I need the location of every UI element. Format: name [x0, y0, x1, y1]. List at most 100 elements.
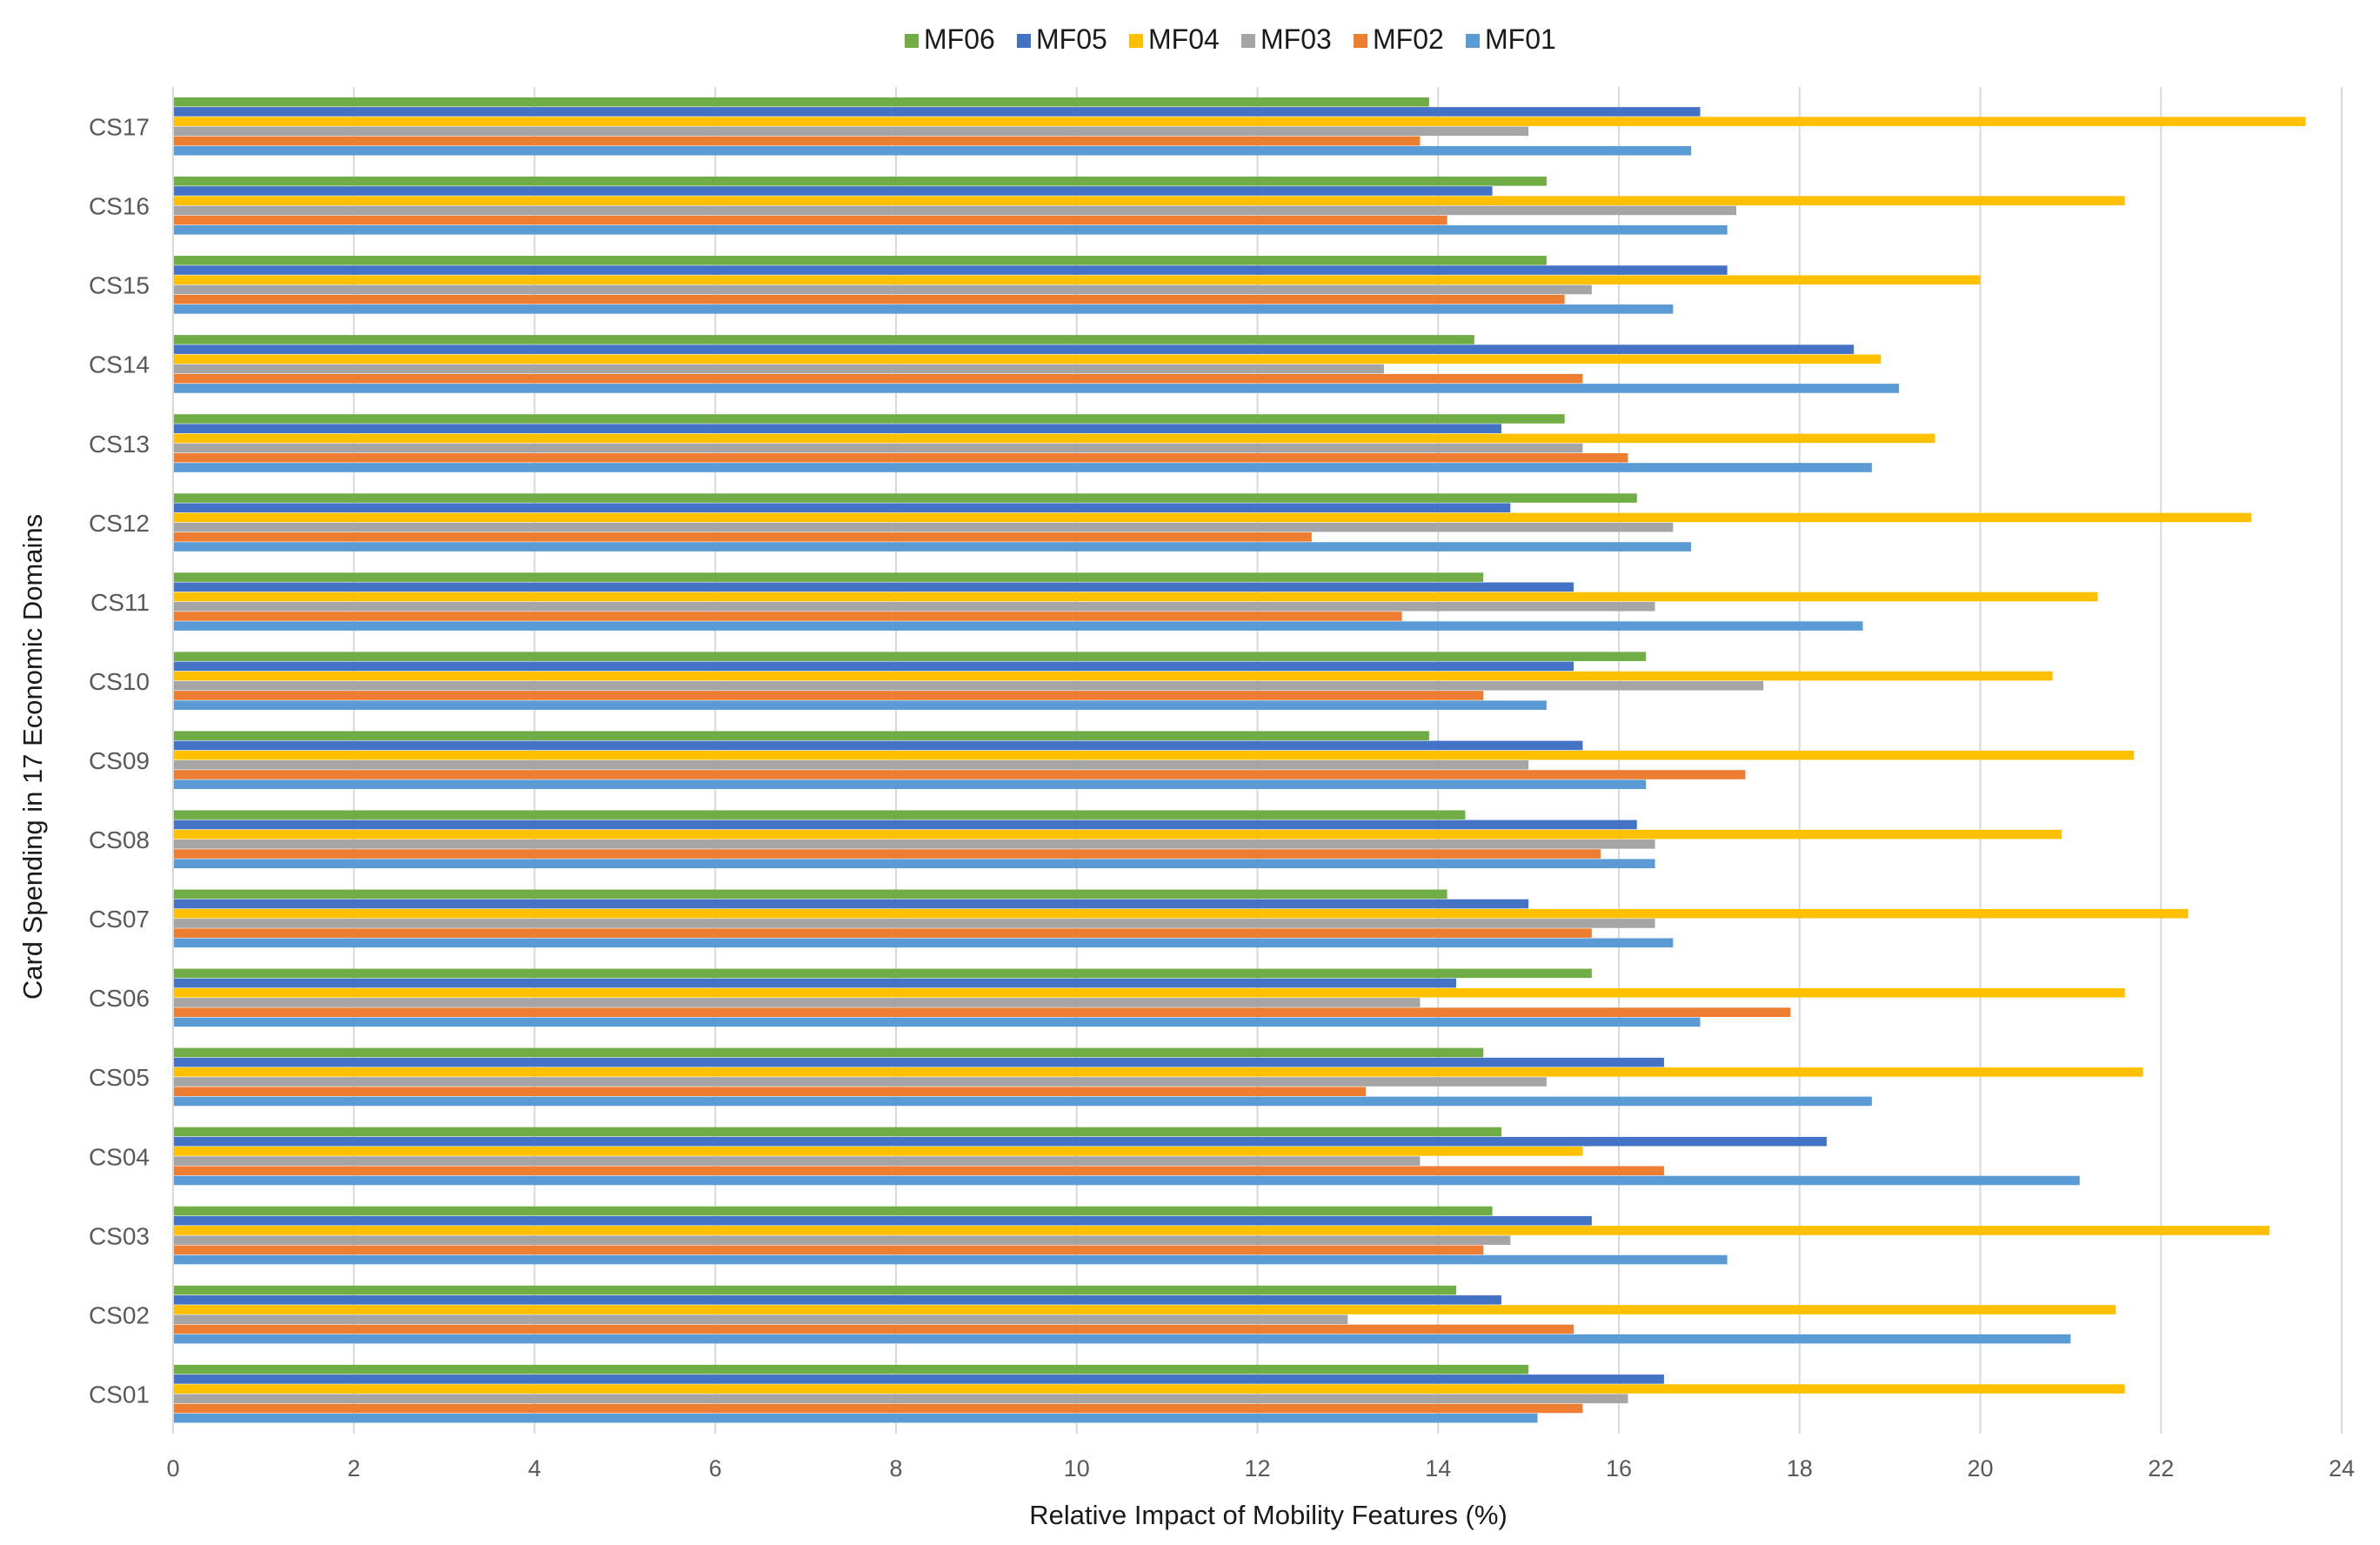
bar-mf06-cs05 — [173, 1047, 1484, 1058]
bar-mf01-cs16 — [173, 224, 1728, 235]
bar-mf06-cs03 — [173, 1206, 1493, 1216]
bar-mf01-cs06 — [173, 1017, 1701, 1027]
bar-mf06-cs12 — [173, 493, 1637, 503]
bar-mf04-cs15 — [173, 275, 1981, 285]
legend-label-mf01: MF01 — [1485, 23, 1556, 55]
bar-mf04-cs11 — [173, 592, 2098, 602]
x-tick-label: 2 — [347, 1455, 360, 1481]
x-tick-label: 0 — [166, 1455, 179, 1481]
bar-mf02-cs06 — [173, 1007, 1791, 1017]
bar-mf01-cs13 — [173, 463, 1872, 472]
y-tick-label: CS08 — [89, 826, 150, 853]
bar-mf03-cs15 — [173, 284, 1592, 295]
bar-mf04-cs05 — [173, 1067, 2143, 1077]
bar-mf04-cs10 — [173, 671, 2053, 681]
bar-mf04-cs12 — [173, 512, 2252, 523]
y-tick-label: CS13 — [89, 431, 150, 458]
bar-mf01-cs01 — [173, 1413, 1538, 1423]
legend-swatch-mf06 — [905, 34, 919, 48]
y-tick-label: CS12 — [89, 510, 150, 537]
bar-mf06-cs13 — [173, 414, 1565, 424]
bar-mf05-cs14 — [173, 344, 1855, 354]
bar-mf02-cs09 — [173, 770, 1746, 779]
bar-mf02-cs01 — [173, 1403, 1583, 1414]
bar-mf03-cs02 — [173, 1314, 1348, 1325]
bar-mf06-cs04 — [173, 1127, 1501, 1137]
bar-mf01-cs03 — [173, 1254, 1728, 1265]
y-tick-label: CS04 — [89, 1143, 150, 1170]
x-tick-label: 4 — [528, 1455, 541, 1481]
bar-mf06-cs08 — [173, 810, 1466, 820]
bar-mf04-cs03 — [173, 1226, 2270, 1235]
bar-mf04-cs01 — [173, 1384, 2125, 1394]
bar-mf03-cs08 — [173, 839, 1655, 849]
y-tick-label: CS11 — [90, 589, 150, 616]
bar-mf02-cs08 — [173, 849, 1601, 859]
bar-mf02-cs04 — [173, 1166, 1664, 1176]
bar-mf05-cs07 — [173, 899, 1529, 909]
bar-mf05-cs17 — [173, 107, 1701, 117]
bar-mf02-cs15 — [173, 294, 1565, 304]
legend-label-mf03: MF03 — [1260, 23, 1332, 55]
bar-mf05-cs09 — [173, 740, 1583, 751]
bar-mf02-cs03 — [173, 1245, 1484, 1255]
chart-bars — [173, 97, 2306, 1423]
bar-mf05-cs06 — [173, 978, 1457, 988]
x-tick-label: 18 — [1787, 1455, 1813, 1481]
bar-mf06-cs07 — [173, 889, 1447, 900]
legend-swatch-mf04 — [1129, 34, 1143, 48]
y-axis-title: Card Spending in 17 Economic Domains — [17, 514, 48, 1000]
x-tick-label: 22 — [2148, 1455, 2174, 1481]
bar-mf04-cs09 — [173, 750, 2135, 760]
legend-swatch-mf02 — [1354, 34, 1367, 48]
bar-mf03-cs10 — [173, 680, 1764, 691]
bar-mf05-cs12 — [173, 503, 1511, 513]
y-axis: CS01 CS02 CS03 CS04 CS05 CS06 CS07 CS08 CS09 CS10… — [89, 87, 174, 1434]
bar-mf01-cs02 — [173, 1334, 2071, 1344]
y-tick-label: CS07 — [89, 906, 150, 933]
bar-mf06-cs15 — [173, 256, 1547, 265]
bar-mf03-cs09 — [173, 760, 1529, 770]
bar-mf02-cs16 — [173, 215, 1447, 225]
bar-mf05-cs02 — [173, 1295, 1501, 1305]
y-tick-label: CS10 — [89, 668, 150, 695]
y-tick-label: CS05 — [89, 1064, 150, 1091]
bar-mf04-cs16 — [173, 196, 2125, 205]
bar-mf05-cs11 — [173, 582, 1574, 592]
bar-mf03-cs03 — [173, 1235, 1511, 1245]
bar-mf01-cs10 — [173, 700, 1547, 710]
bar-mf03-cs12 — [173, 522, 1674, 532]
bar-mf01-cs17 — [173, 145, 1692, 156]
bar-mf01-cs12 — [173, 542, 1692, 552]
x-tick-label: 6 — [709, 1455, 722, 1481]
bar-mf02-cs13 — [173, 452, 1628, 463]
bar-mf01-cs08 — [173, 859, 1655, 869]
y-tick-label: CS06 — [89, 985, 150, 1012]
bar-mf01-cs11 — [173, 621, 1863, 631]
bar-mf03-cs01 — [173, 1394, 1628, 1404]
bar-mf03-cs11 — [173, 601, 1655, 612]
y-tick-label: CS14 — [89, 351, 150, 378]
bar-mf04-cs14 — [173, 354, 1882, 365]
bar-mf05-cs08 — [173, 819, 1637, 830]
y-tick-label: CS15 — [89, 272, 150, 299]
x-tick-label: 12 — [1244, 1455, 1270, 1481]
bar-mf05-cs15 — [173, 265, 1728, 275]
bar-mf02-cs02 — [173, 1324, 1574, 1334]
bar-mf01-cs15 — [173, 304, 1674, 314]
y-tick-label: CS02 — [89, 1301, 150, 1328]
bar-mf05-cs03 — [173, 1215, 1592, 1226]
bar-mf05-cs04 — [173, 1136, 1827, 1147]
x-axis: 0 2 4 6 8 10 12 14 16 18 20 22 24 — [166, 1455, 2355, 1481]
bar-mf03-cs17 — [173, 126, 1529, 137]
bar-mf04-cs06 — [173, 987, 2125, 998]
y-tick-label: CS17 — [89, 114, 150, 141]
bar-mf06-cs16 — [173, 176, 1547, 186]
bar-mf02-cs12 — [173, 532, 1312, 542]
bar-mf01-cs05 — [173, 1096, 1872, 1107]
bar-mf04-cs02 — [173, 1305, 2116, 1314]
bar-mf01-cs14 — [173, 384, 1900, 393]
x-tick-label: 10 — [1064, 1455, 1090, 1481]
bar-mf03-cs05 — [173, 1077, 1547, 1087]
bar-mf05-cs16 — [173, 186, 1493, 196]
